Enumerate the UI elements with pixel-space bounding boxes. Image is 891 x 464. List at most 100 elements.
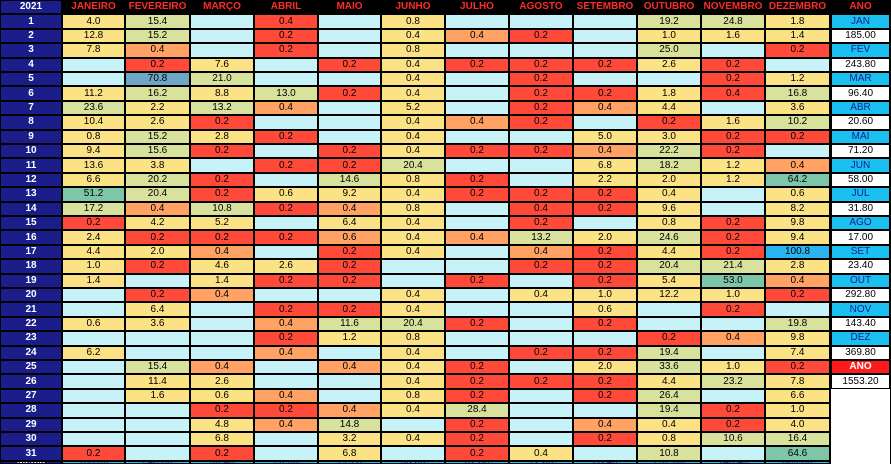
rain-cell: 0.4 <box>509 446 573 461</box>
rain-cell: 0.6 <box>62 316 125 332</box>
rain-cell <box>318 115 381 130</box>
rain-cell: 10.2 <box>765 115 830 130</box>
rain-cell: 0.2 <box>445 374 509 389</box>
rain-cell: 18.2 <box>637 158 701 173</box>
rain-cell: 9.4 <box>765 230 830 245</box>
rain-cell: 0.2 <box>125 57 190 72</box>
rain-cell: 0.4 <box>254 100 318 116</box>
rain-cell <box>381 446 445 461</box>
rain-cell: 0.4 <box>381 244 445 260</box>
rain-cell <box>509 43 573 58</box>
side-ano-label: ANO <box>831 360 890 375</box>
day-label: 7 <box>0 100 62 116</box>
rain-cell: 5.2 <box>381 100 445 116</box>
day-label: 18 <box>0 259 62 274</box>
rain-cell: 3.2 <box>318 432 381 447</box>
rain-cell: 23.2 <box>701 374 765 389</box>
rain-cell: 0.2 <box>445 360 509 375</box>
rain-cell: 0.2 <box>445 432 509 447</box>
rain-cell: 0.2 <box>190 115 254 130</box>
month-average: 185.00 <box>62 460 125 464</box>
rain-cell: 0.2 <box>701 230 765 245</box>
rain-cell <box>765 302 830 317</box>
month-average: 292.80 <box>637 460 701 464</box>
rain-cell: 0.4 <box>701 331 765 346</box>
rain-cell: 0.4 <box>573 417 637 432</box>
rain-cell: 0.4 <box>509 244 573 260</box>
rain-cell: 0.8 <box>381 14 445 29</box>
side-total-value: 71.20 <box>831 144 890 159</box>
rain-cell: 0.2 <box>445 273 509 288</box>
rain-cell: 0.2 <box>254 302 318 317</box>
rain-cell: 0.6 <box>254 187 318 202</box>
rain-cell: 0.4 <box>381 57 445 72</box>
rain-cell: 0.4 <box>381 86 445 101</box>
rain-cell <box>190 28 254 44</box>
side-total-value: 185.00 <box>831 28 890 44</box>
rain-cell: 0.2 <box>573 244 637 260</box>
rain-cell <box>765 144 830 159</box>
rain-cell: 4.2 <box>125 216 190 231</box>
day-label: 29 <box>0 417 62 432</box>
side-month-label: FEV <box>831 43 890 58</box>
rain-cell: 2.6 <box>637 57 701 72</box>
rain-cell <box>509 172 573 188</box>
day-label: 12 <box>0 172 62 188</box>
rain-cell <box>318 388 381 404</box>
rain-cell: 20.4 <box>381 316 445 332</box>
rain-cell: 15.2 <box>125 28 190 44</box>
rain-cell: 0.2 <box>573 57 637 72</box>
side-total-value: 143.40 <box>831 316 890 332</box>
rain-cell <box>62 432 125 447</box>
rain-cell: 2.0 <box>125 244 190 260</box>
rain-cell: 0.2 <box>573 316 637 332</box>
rain-cell <box>62 331 125 346</box>
year-header: 2021 <box>0 0 62 15</box>
rain-cell: 19.4 <box>637 345 701 360</box>
day-label: 28 <box>0 403 62 418</box>
rain-cell: 0.2 <box>254 273 318 288</box>
rain-cell <box>509 158 573 173</box>
day-label: 13 <box>0 187 62 202</box>
rain-cell <box>445 331 509 346</box>
day-label: 19 <box>0 273 62 288</box>
rain-cell: 0.4 <box>445 230 509 245</box>
rain-cell <box>701 187 765 202</box>
rain-cell <box>445 100 509 116</box>
rain-cell: 0.2 <box>509 259 573 274</box>
rain-cell: 4.8 <box>190 417 254 432</box>
rain-cell: 9.8 <box>765 216 830 231</box>
rain-cell: 1.0 <box>701 360 765 375</box>
day-label: 21 <box>0 302 62 317</box>
rain-cell: 3.0 <box>637 129 701 144</box>
side-month-label: SET <box>831 244 890 260</box>
rain-cell: 26.4 <box>637 388 701 404</box>
side-blank-area <box>831 388 890 464</box>
rain-cell: 0.4 <box>445 115 509 130</box>
rain-cell <box>190 316 254 332</box>
rain-cell: 13.2 <box>190 100 254 116</box>
rain-cell: 0.2 <box>190 144 254 159</box>
rain-cell: 0.2 <box>445 316 509 332</box>
rain-cell: 0.2 <box>701 129 765 144</box>
rain-cell: 0.4 <box>254 417 318 432</box>
month-average: 58.00 <box>381 460 445 464</box>
rain-cell: 0.2 <box>62 446 125 461</box>
rain-cell <box>445 72 509 87</box>
rain-cell <box>701 446 765 461</box>
rain-cell <box>125 417 190 432</box>
rain-cell <box>573 331 637 346</box>
rain-cell: 0.2 <box>445 57 509 72</box>
rain-cell: 16.4 <box>765 432 830 447</box>
rain-cell: 0.8 <box>637 432 701 447</box>
rain-cell <box>445 129 509 144</box>
rain-cell: 2.0 <box>573 360 637 375</box>
rain-cell: 21.4 <box>701 259 765 274</box>
day-label: 23 <box>0 331 62 346</box>
rain-cell: 0.4 <box>509 288 573 303</box>
rain-cell: 12.2 <box>637 288 701 303</box>
rain-cell <box>125 403 190 418</box>
rain-cell: 13.2 <box>509 230 573 245</box>
month-header: JUNHO <box>381 0 445 15</box>
rain-cell: 1.2 <box>701 158 765 173</box>
